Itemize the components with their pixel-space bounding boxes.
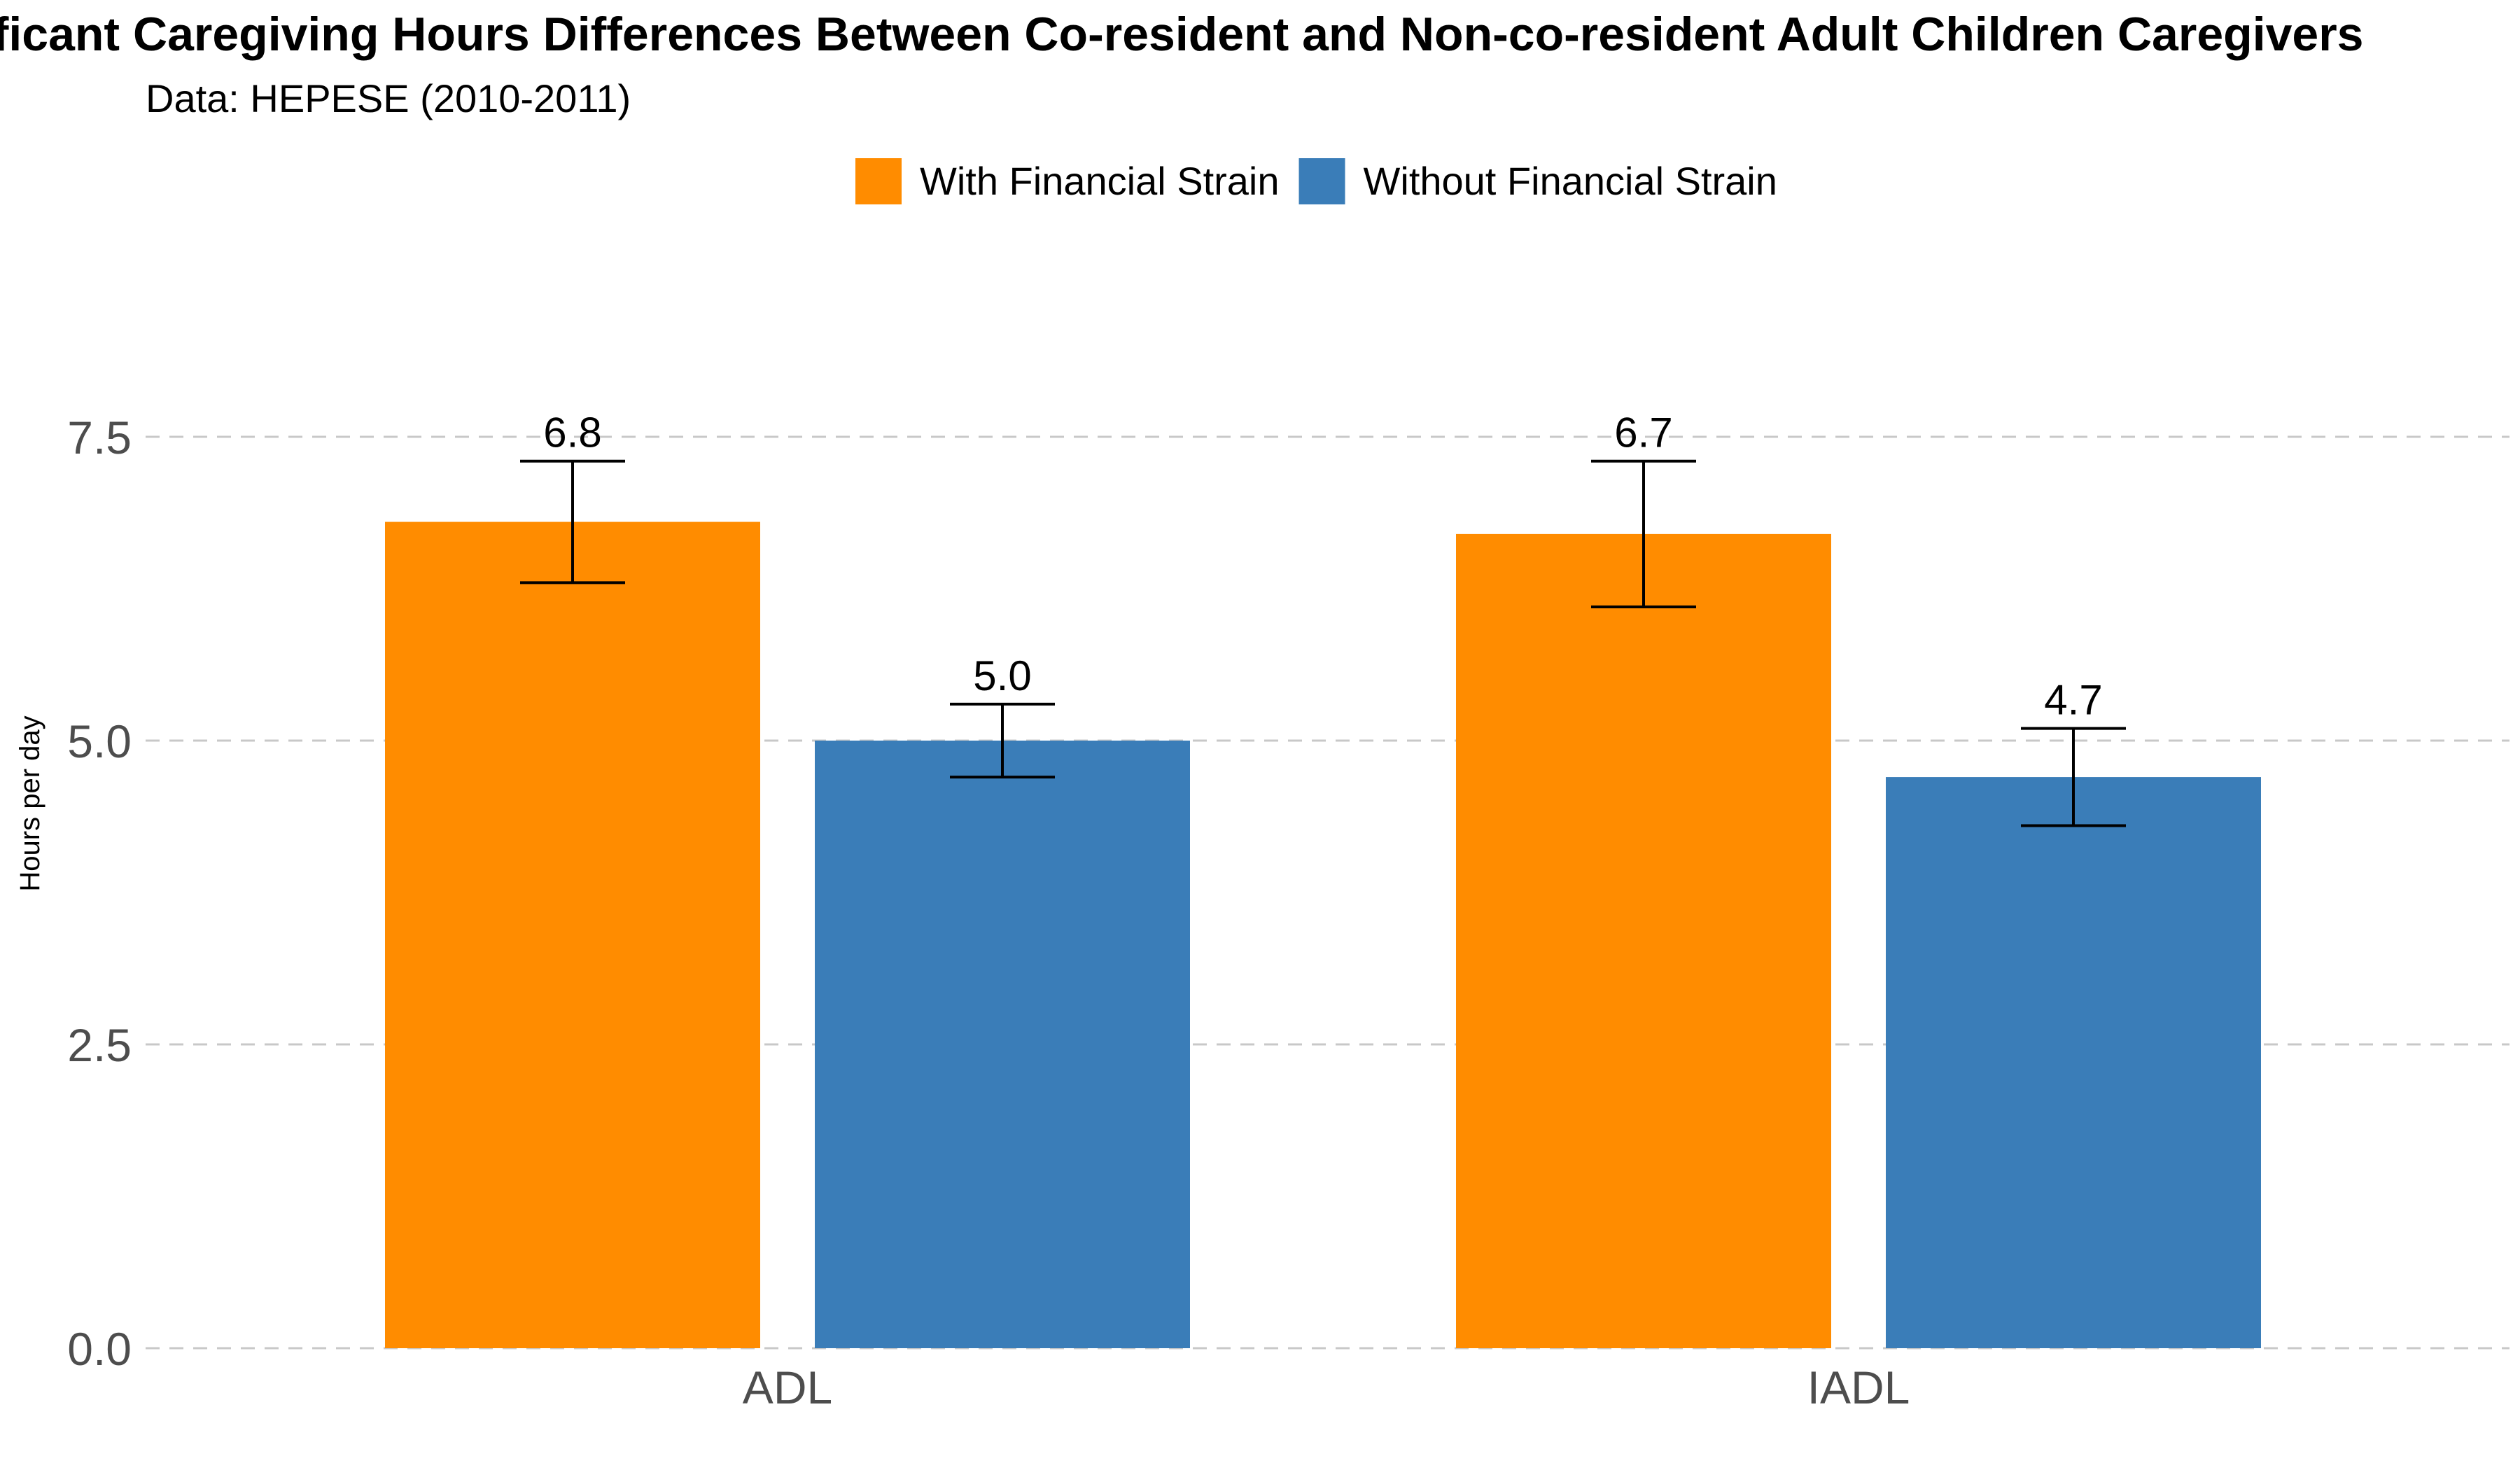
legend: With Financial Strain Without Financial S…	[855, 158, 1777, 204]
y-axis-ticks: 0.0 2.5 5.0 7.5	[67, 412, 132, 1375]
bar-without-financial-strain-adl	[815, 741, 1190, 1348]
error-bar	[520, 459, 625, 584]
bars	[385, 522, 2261, 1348]
data-label: 6.8	[543, 410, 601, 456]
data-label: 4.7	[2044, 677, 2102, 724]
error-bar	[2021, 727, 2126, 827]
x-tick-label: ADL	[743, 1362, 832, 1413]
bar-with-financial-strain-adl	[385, 522, 760, 1348]
y-axis-title: Hours per day	[15, 715, 46, 891]
x-axis-ticks: ADL IADL	[743, 1362, 1910, 1413]
legend-label-with-financial-strain: With Financial Strain	[920, 159, 1280, 203]
y-tick-label: 2.5	[67, 1019, 132, 1071]
bar-without-financial-strain-iadl	[1886, 777, 2261, 1348]
data-label: 5.0	[973, 652, 1031, 699]
error-bars	[520, 459, 2126, 827]
y-tick-label: 5.0	[67, 715, 132, 767]
x-tick-label: IADL	[1807, 1362, 1910, 1413]
legend-swatch-without-financial-strain	[1298, 158, 1345, 204]
legend-swatch-with-financial-strain	[855, 158, 902, 204]
y-tick-label: 7.5	[67, 412, 132, 463]
bar-with-financial-strain-iadl	[1456, 533, 1831, 1348]
data-label: 6.7	[1614, 410, 1672, 456]
data-labels: 6.8 6.7 5.0 4.7	[543, 410, 2102, 724]
legend-label-without-financial-strain: Without Financial Strain	[1364, 159, 1777, 203]
error-bar	[1591, 459, 1696, 609]
chart-subtitle: Data: HEPESE (2010-2011)	[146, 76, 631, 120]
y-tick-label: 0.0	[67, 1323, 132, 1375]
chart-title: Significant Caregiving Hours Differences…	[0, 8, 2364, 61]
error-bar	[950, 702, 1055, 779]
